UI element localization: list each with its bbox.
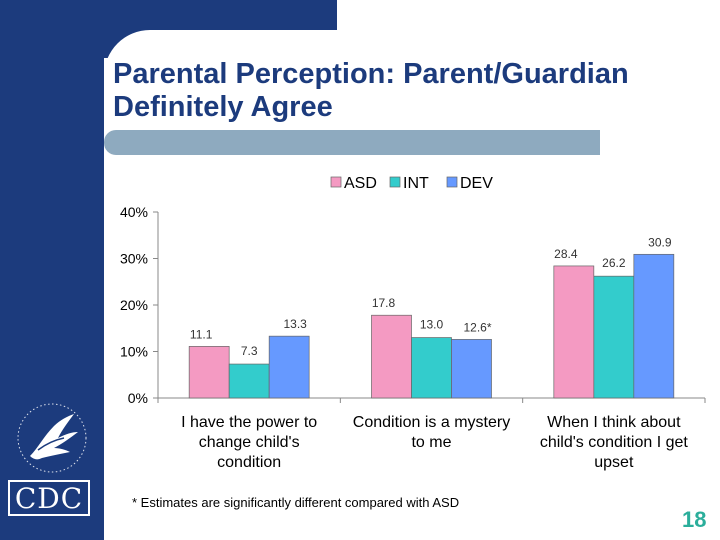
bar-dev [268, 335, 310, 399]
bar-int [228, 363, 270, 399]
y-tick-label: 20% [120, 297, 148, 313]
title-panel [104, 30, 720, 130]
bar-dev [633, 253, 675, 399]
x-category-label-line: condition [217, 454, 281, 471]
data-label: 17.8 [372, 296, 396, 310]
x-category-label: I have the power to change child's conditi… [181, 414, 317, 471]
x-category-label-line: When I think about [547, 414, 681, 431]
legend-swatch-dev [446, 176, 458, 188]
x-category-label-line: Condition is a mystery [353, 414, 510, 431]
x-category-label-line: to me [411, 434, 451, 451]
x-category-label-line: I have the power to [181, 414, 317, 431]
data-label: 7.3 [241, 344, 258, 358]
x-category-label: Condition is a mystery to me [353, 414, 510, 451]
data-label: 30.9 [648, 235, 672, 249]
bar-int [593, 275, 635, 399]
legend-label-asd: ASD [344, 175, 377, 192]
slide-title: Parental Perception: Parent/Guardian Def… [113, 58, 629, 123]
hhs-eagle-logo [8, 398, 96, 528]
data-label: 26.2 [602, 256, 626, 270]
x-category-label: When I think about child's condition I ge… [540, 414, 689, 471]
data-label: 12.6* [463, 320, 491, 334]
bar-dev [451, 339, 492, 399]
bar-asd [371, 314, 412, 399]
data-label: 13.0 [420, 318, 444, 332]
bar-int [411, 337, 452, 399]
page-number: 18 [682, 507, 707, 532]
data-label: 13.3 [283, 317, 307, 331]
x-category-label-line: upset [594, 454, 634, 471]
legend-label-int: INT [403, 175, 429, 192]
data-label: 28.4 [554, 247, 578, 261]
y-tick-label: 30% [120, 251, 148, 267]
legend-label-dev: DEV [460, 175, 493, 192]
y-tick-label: 0% [128, 390, 148, 406]
bar-asd [553, 265, 595, 399]
legend-swatch-int [389, 176, 401, 188]
title-underline-bar [104, 130, 600, 155]
x-category-label-line: child's condition I get [540, 434, 689, 451]
eagle-icon [17, 403, 87, 473]
legend-swatch-asd [330, 176, 342, 188]
x-category-label-line: change child's [199, 434, 300, 451]
bar-asd [188, 346, 230, 399]
cdc-logo-text: CDC [14, 481, 84, 515]
data-label: 11.1 [190, 327, 213, 341]
y-tick-label: 10% [120, 344, 148, 360]
footnote: * Estimates are significantly different … [132, 495, 460, 510]
y-tick-label: 40% [120, 204, 148, 220]
cdc-logo: CDC [8, 480, 90, 516]
